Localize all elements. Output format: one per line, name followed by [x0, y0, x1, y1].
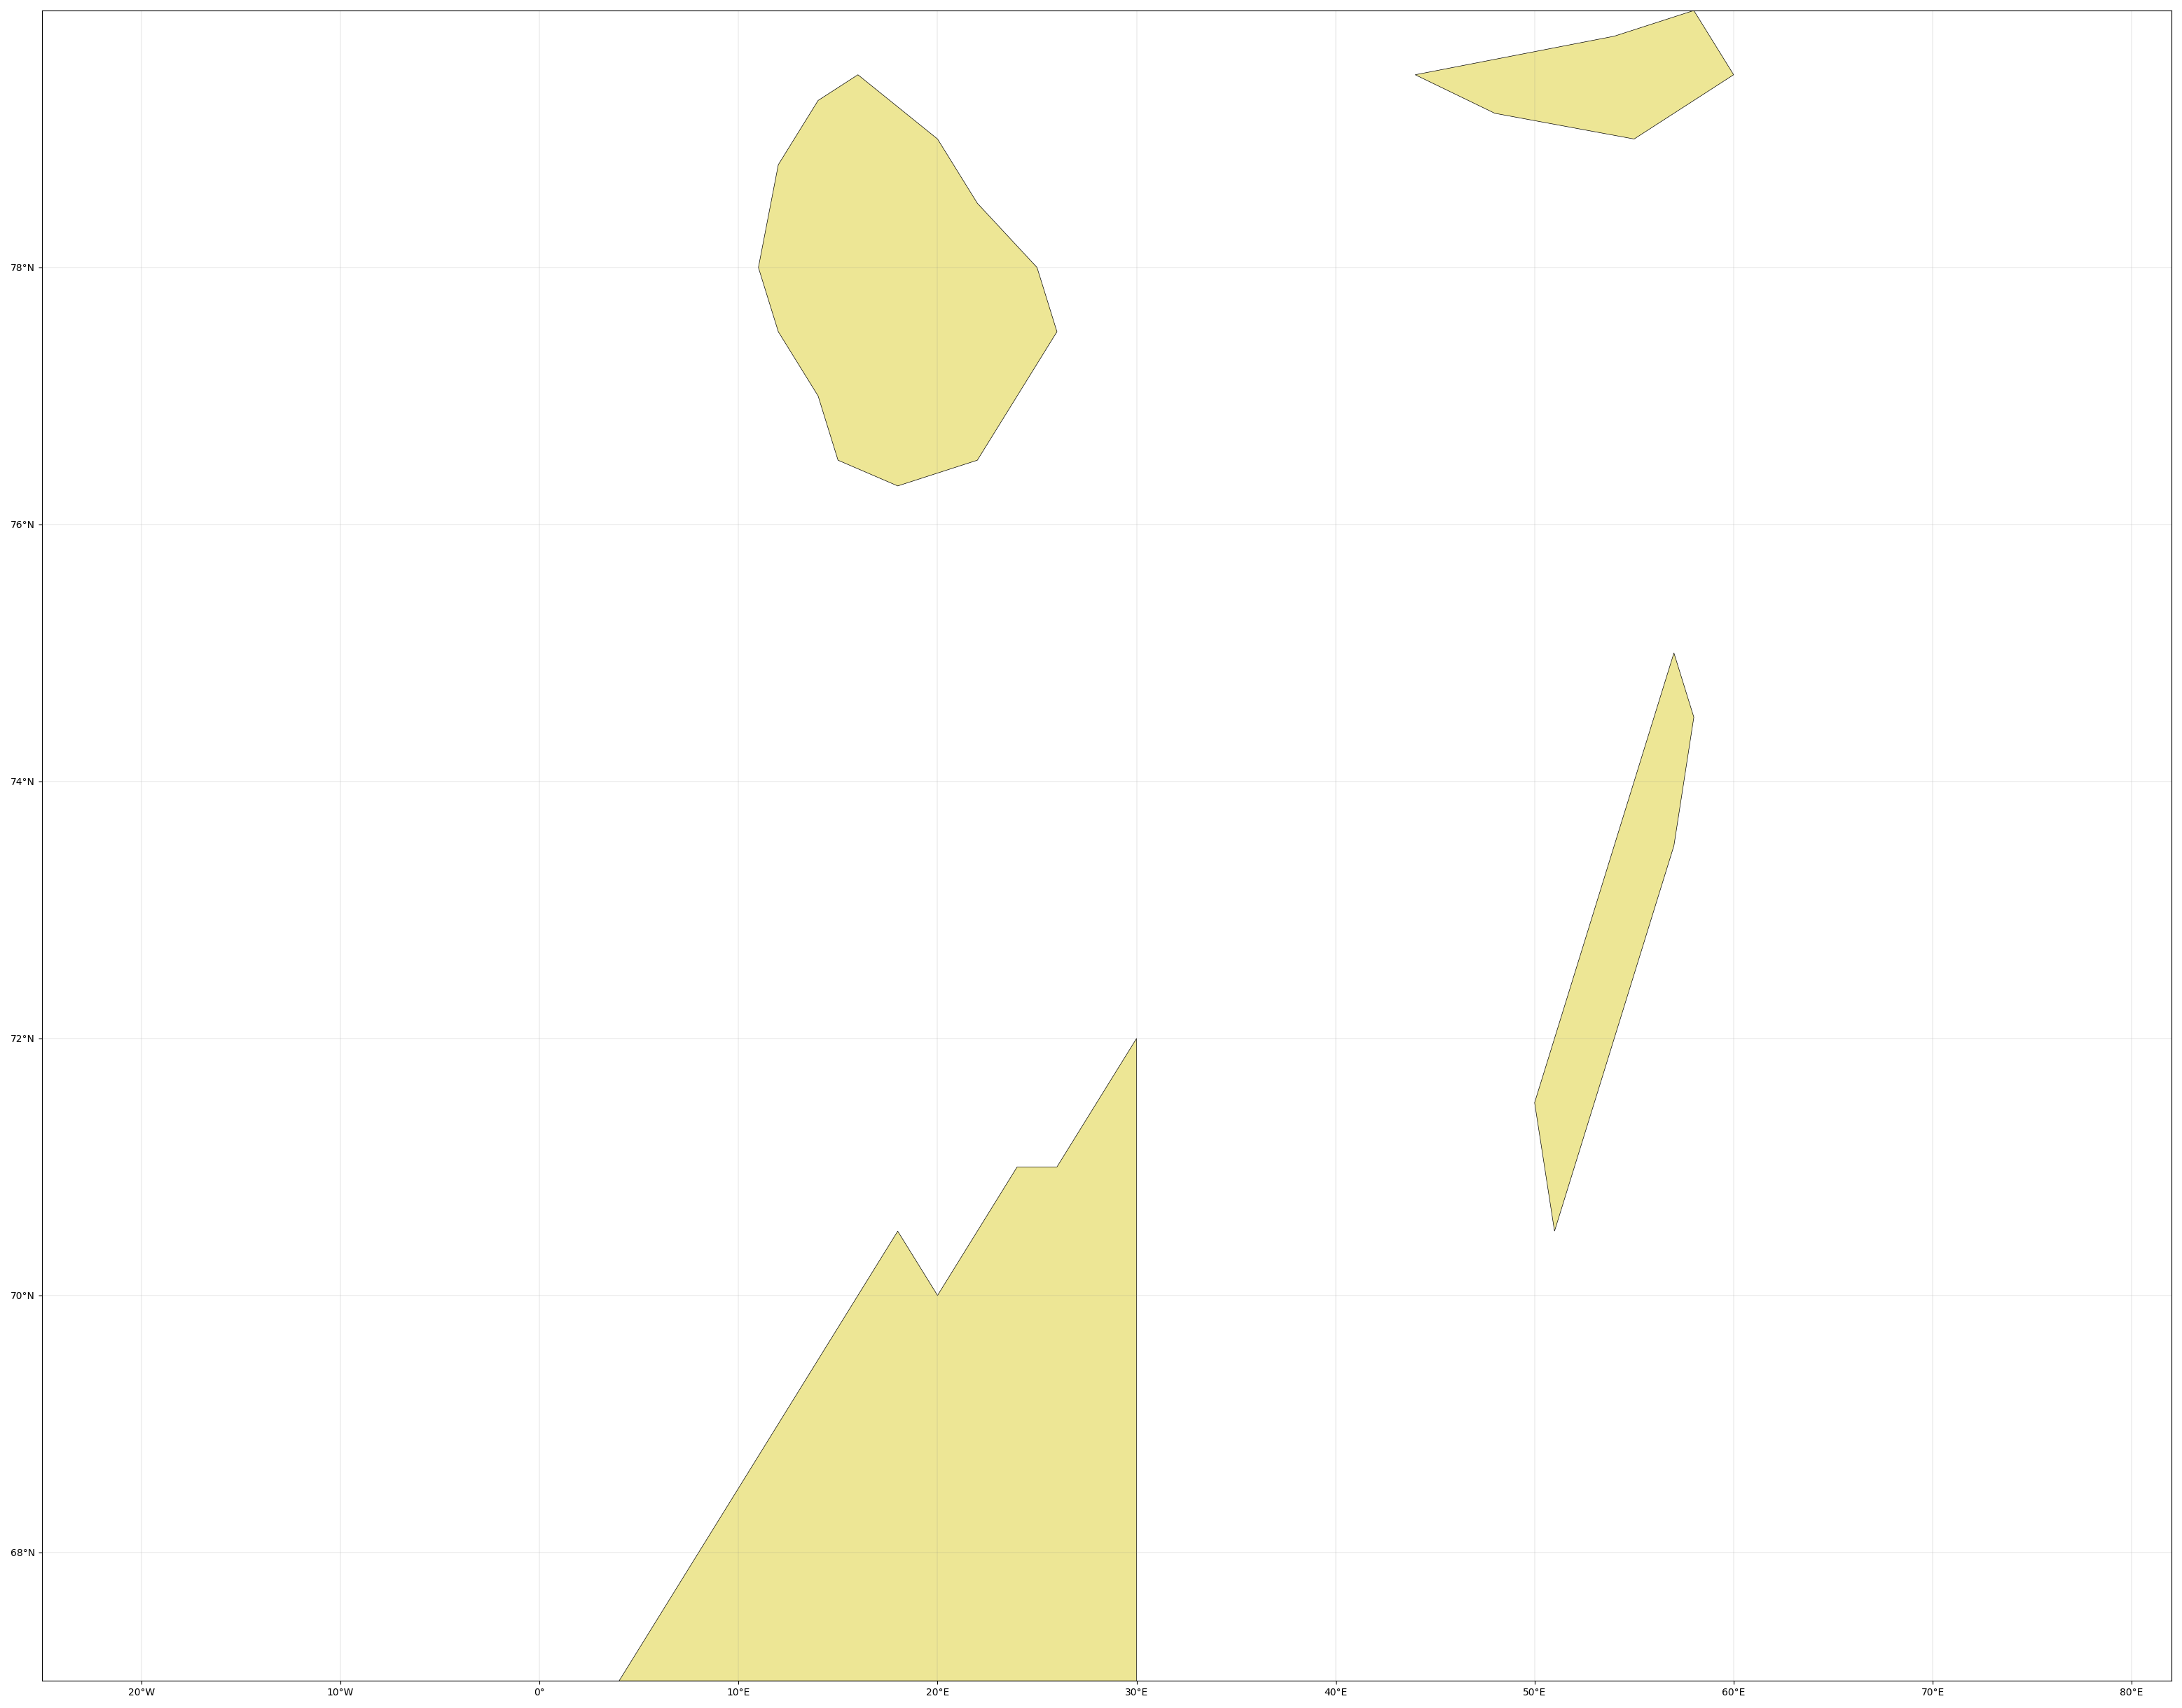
- Polygon shape: [1534, 652, 1693, 1231]
- Polygon shape: [620, 1038, 1137, 1681]
- Polygon shape: [759, 75, 1056, 485]
- Polygon shape: [1416, 10, 1735, 138]
